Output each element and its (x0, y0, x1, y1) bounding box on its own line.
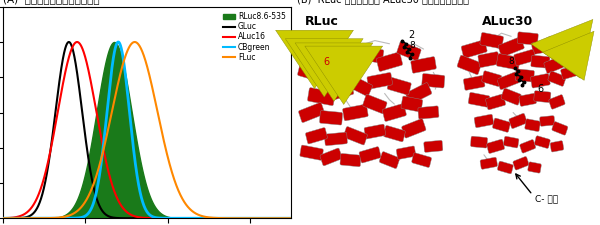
FancyBboxPatch shape (463, 75, 485, 90)
FancyBboxPatch shape (397, 41, 421, 61)
Text: 2: 2 (409, 30, 415, 40)
FancyBboxPatch shape (424, 140, 443, 152)
FancyBboxPatch shape (531, 55, 550, 68)
FancyBboxPatch shape (331, 54, 361, 76)
FancyBboxPatch shape (328, 82, 354, 101)
FancyBboxPatch shape (401, 119, 426, 138)
Text: (A)  発光酵素の発光スペクトル: (A) 発光酵素の発光スペクトル (3, 0, 100, 4)
Text: 8: 8 (409, 41, 415, 50)
Text: RLuc: RLuc (305, 15, 338, 28)
FancyBboxPatch shape (348, 76, 373, 97)
FancyBboxPatch shape (343, 104, 368, 121)
FancyBboxPatch shape (552, 122, 568, 135)
FancyBboxPatch shape (308, 88, 335, 106)
FancyBboxPatch shape (300, 145, 323, 160)
FancyBboxPatch shape (474, 114, 494, 128)
FancyBboxPatch shape (470, 136, 488, 148)
FancyBboxPatch shape (468, 92, 490, 107)
FancyBboxPatch shape (325, 132, 347, 146)
Text: 8: 8 (508, 57, 514, 66)
FancyBboxPatch shape (550, 141, 564, 152)
FancyBboxPatch shape (461, 40, 487, 58)
FancyBboxPatch shape (487, 139, 505, 153)
Text: 6: 6 (323, 57, 329, 67)
FancyBboxPatch shape (320, 110, 343, 125)
FancyBboxPatch shape (539, 116, 555, 126)
FancyBboxPatch shape (549, 95, 565, 109)
FancyBboxPatch shape (298, 62, 326, 82)
FancyBboxPatch shape (544, 56, 564, 73)
FancyBboxPatch shape (412, 153, 431, 167)
FancyBboxPatch shape (383, 126, 406, 142)
FancyBboxPatch shape (560, 65, 578, 79)
FancyBboxPatch shape (515, 69, 535, 82)
FancyBboxPatch shape (401, 96, 423, 112)
FancyBboxPatch shape (535, 136, 550, 148)
FancyBboxPatch shape (364, 124, 386, 139)
Text: ALuc30: ALuc30 (482, 15, 533, 28)
FancyBboxPatch shape (547, 43, 567, 59)
FancyBboxPatch shape (411, 57, 436, 73)
FancyBboxPatch shape (359, 147, 381, 163)
FancyBboxPatch shape (382, 104, 406, 122)
FancyBboxPatch shape (480, 32, 503, 49)
FancyBboxPatch shape (525, 119, 541, 132)
FancyBboxPatch shape (376, 52, 403, 72)
FancyBboxPatch shape (520, 140, 536, 153)
FancyBboxPatch shape (513, 156, 529, 170)
FancyBboxPatch shape (496, 54, 520, 70)
FancyBboxPatch shape (343, 126, 367, 145)
FancyBboxPatch shape (528, 162, 541, 173)
FancyBboxPatch shape (422, 74, 445, 88)
FancyBboxPatch shape (532, 40, 553, 54)
FancyBboxPatch shape (485, 94, 506, 110)
FancyBboxPatch shape (363, 94, 387, 114)
FancyBboxPatch shape (482, 71, 502, 87)
FancyBboxPatch shape (379, 152, 400, 169)
FancyBboxPatch shape (320, 148, 342, 166)
FancyBboxPatch shape (534, 91, 551, 103)
FancyBboxPatch shape (396, 146, 416, 159)
FancyBboxPatch shape (299, 102, 325, 123)
FancyBboxPatch shape (387, 77, 411, 95)
FancyBboxPatch shape (501, 88, 521, 105)
FancyBboxPatch shape (503, 136, 519, 148)
FancyBboxPatch shape (514, 49, 536, 66)
Text: 2: 2 (493, 76, 499, 86)
FancyBboxPatch shape (517, 32, 538, 45)
FancyBboxPatch shape (418, 106, 439, 119)
Text: C- 末端: C- 末端 (535, 195, 557, 204)
FancyBboxPatch shape (560, 50, 579, 65)
Legend: RLuc8.6-535, GLuc, ALuc16, CBgreen, FLuc: RLuc8.6-535, GLuc, ALuc16, CBgreen, FLuc (222, 11, 287, 63)
Text: (B)  RLuc の結晶構造と ALuc30 の超２次立体構造: (B) RLuc の結晶構造と ALuc30 の超２次立体構造 (297, 0, 469, 4)
FancyBboxPatch shape (530, 74, 550, 88)
FancyBboxPatch shape (340, 153, 361, 167)
FancyBboxPatch shape (457, 55, 481, 75)
FancyBboxPatch shape (406, 83, 432, 104)
FancyBboxPatch shape (478, 52, 500, 68)
FancyBboxPatch shape (493, 118, 511, 132)
FancyBboxPatch shape (310, 38, 342, 65)
FancyBboxPatch shape (367, 72, 392, 89)
FancyBboxPatch shape (356, 45, 384, 63)
FancyBboxPatch shape (498, 37, 524, 57)
FancyBboxPatch shape (519, 93, 536, 106)
Text: 6: 6 (538, 84, 544, 94)
FancyBboxPatch shape (509, 113, 527, 129)
FancyBboxPatch shape (480, 157, 497, 169)
FancyBboxPatch shape (305, 128, 328, 144)
FancyBboxPatch shape (497, 161, 513, 174)
FancyBboxPatch shape (548, 71, 566, 86)
FancyBboxPatch shape (497, 72, 520, 90)
